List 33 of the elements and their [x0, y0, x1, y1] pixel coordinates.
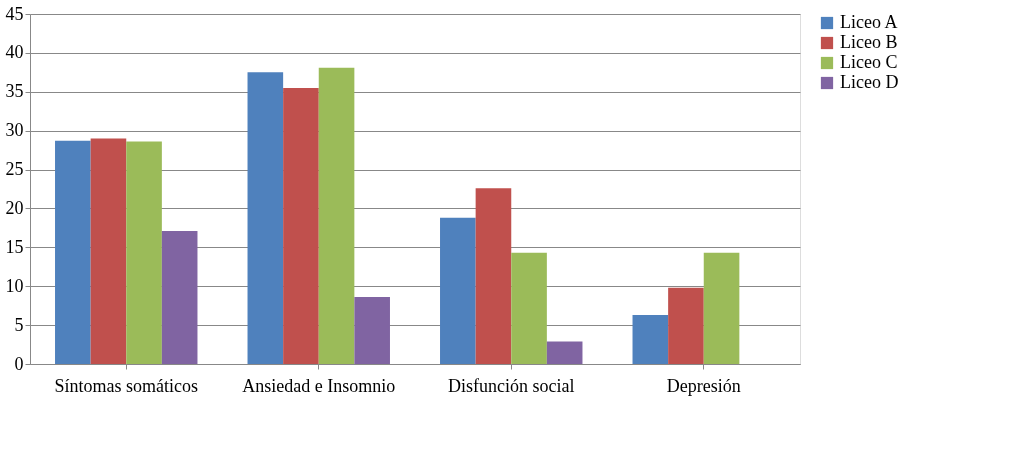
legend-label: Liceo A — [840, 12, 898, 32]
y-tick-label: 20 — [5, 197, 24, 218]
bar — [703, 252, 740, 364]
bar — [247, 72, 284, 364]
y-tick-label: 10 — [5, 275, 24, 296]
y-tick-label: 40 — [5, 42, 24, 63]
y-tick-label: 15 — [5, 236, 24, 257]
bar — [546, 341, 583, 364]
x-tick-label: Depresión — [666, 375, 741, 396]
bar — [161, 231, 198, 364]
x-tick-label: Ansiedad e Insomnio — [242, 375, 396, 396]
bar — [475, 188, 512, 364]
x-tick-label: Síntomas somáticos — [54, 375, 198, 396]
y-tick-label: 30 — [5, 120, 24, 141]
bar — [126, 141, 162, 364]
legend-label: Liceo C — [840, 52, 898, 72]
bar — [354, 297, 390, 364]
bar — [511, 252, 547, 364]
y-tick-label: 5 — [14, 314, 24, 335]
y-tick-label: 25 — [5, 159, 24, 180]
legend-label: Liceo D — [840, 72, 899, 92]
y-tick-label: 35 — [5, 81, 24, 102]
bar — [632, 315, 669, 364]
y-tick-label: 0 — [14, 353, 24, 374]
x-tick-label: Disfunción social — [448, 375, 575, 396]
bar — [90, 138, 127, 364]
legend-label: Liceo B — [840, 32, 898, 52]
bar — [440, 217, 476, 364]
y-tick-label: 45 — [5, 3, 24, 24]
bar — [318, 67, 355, 364]
bar — [55, 140, 91, 364]
bar — [668, 287, 704, 364]
bar — [283, 87, 319, 364]
